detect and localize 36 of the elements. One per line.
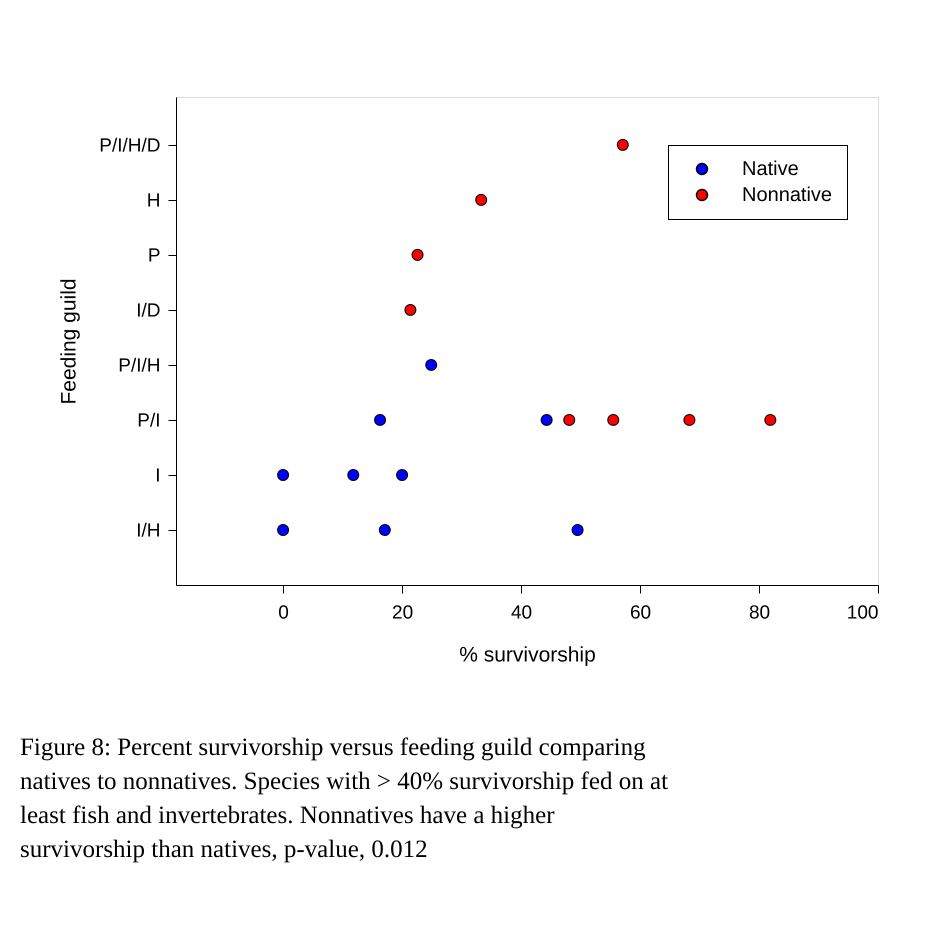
point [683,414,696,426]
y-axis-title: Feeding guild [57,278,80,405]
point [404,304,416,316]
x-axis-title: % survivorship [459,644,596,666]
point [572,524,584,536]
x-tick-label: 100 [846,602,878,624]
x-tick-label: 80 [748,602,770,624]
x-tick-label: 60 [630,602,652,624]
caption: Figure 8: Percent survivorship versus feeding guild comparing natives to nonnatives. Species with > 40% survivorship fed on at least fish and invertebrates. Nonnatives have a higher survivorship than natives, p-value, 0.012 [20,734,668,863]
point [563,414,576,426]
x-tick-label: 40 [510,602,532,624]
y-tick-label: P/I/H/D [99,135,160,156]
y-tick-label: P [148,245,160,266]
x-tick-label: 20 [392,602,414,624]
legend-label: Nonnative [742,184,832,206]
y-tick-label: I/H [136,520,160,542]
point [425,358,438,371]
x-tick-label: 0 [278,602,289,624]
point [277,469,290,481]
y-tick-label: P/I/H [118,355,160,376]
point [607,414,620,426]
point [475,194,488,206]
point [378,524,391,536]
point [396,469,408,481]
legend-label: Native [742,158,799,180]
point [764,414,776,426]
point [412,248,424,261]
point [540,414,553,426]
point [277,524,290,536]
y-tick-label: P/I [137,410,160,432]
point [616,138,629,151]
y-tick-label: H [146,190,160,212]
y-tick-label: I [155,465,160,486]
point [374,414,386,426]
point [347,469,360,481]
y-tick-label: I/D [136,300,160,322]
